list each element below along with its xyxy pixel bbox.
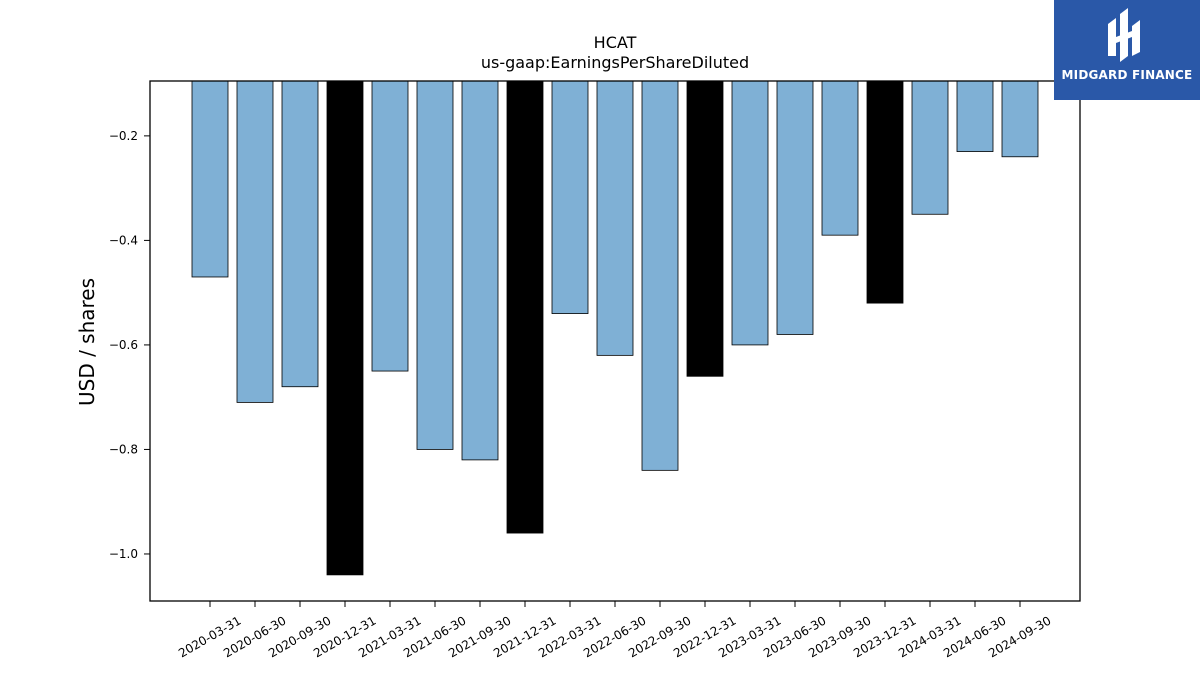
bar-2021-09-30 [461, 80, 499, 461]
bar-2022-03-31 [551, 80, 589, 314]
y-tick-label: −1.0 [109, 547, 138, 561]
x-axis-ticks: 2020-03-312020-06-302020-09-302020-12-31… [176, 601, 1054, 660]
midgard-logo-icon [1108, 8, 1140, 62]
y-tick-label: −0.4 [109, 233, 138, 247]
bar-2023-06-30 [776, 80, 814, 335]
bars-group [191, 80, 1039, 576]
y-tick-label: −0.6 [109, 338, 138, 352]
y-axis-ticks: −0.2 −0.4 −0.6 −0.8 −1.0 [109, 129, 150, 561]
logo-text: MIDGARD FINANCE [1061, 68, 1193, 82]
bar-2023-12-31 [866, 80, 904, 304]
bar-2021-12-31 [506, 80, 544, 534]
bar-2020-12-31 [326, 80, 364, 576]
bar-2024-06-30 [956, 80, 994, 152]
bar-2022-09-30 [641, 80, 679, 471]
bar-2024-03-31 [911, 80, 949, 215]
chart-title: HCAT [594, 33, 637, 52]
y-tick-label: −0.2 [109, 129, 138, 143]
bar-2020-09-30 [281, 80, 319, 388]
bar-2023-03-31 [731, 80, 769, 346]
bar-2022-06-30 [596, 80, 634, 356]
bar-2021-03-31 [371, 80, 409, 372]
logo-badge: MIDGARD FINANCE [1054, 0, 1200, 100]
y-tick-label: −0.8 [109, 442, 138, 456]
chart-subtitle: us-gaap:EarningsPerShareDiluted [481, 53, 749, 72]
bar-2020-06-30 [236, 80, 274, 403]
bar-2023-09-30 [821, 80, 859, 236]
bar-2024-09-30 [1001, 80, 1039, 158]
bar-2022-12-31 [686, 80, 724, 377]
y-axis-label: USD / shares [75, 278, 99, 406]
bar-2021-06-30 [416, 80, 454, 450]
bar-2020-03-31 [191, 80, 229, 278]
